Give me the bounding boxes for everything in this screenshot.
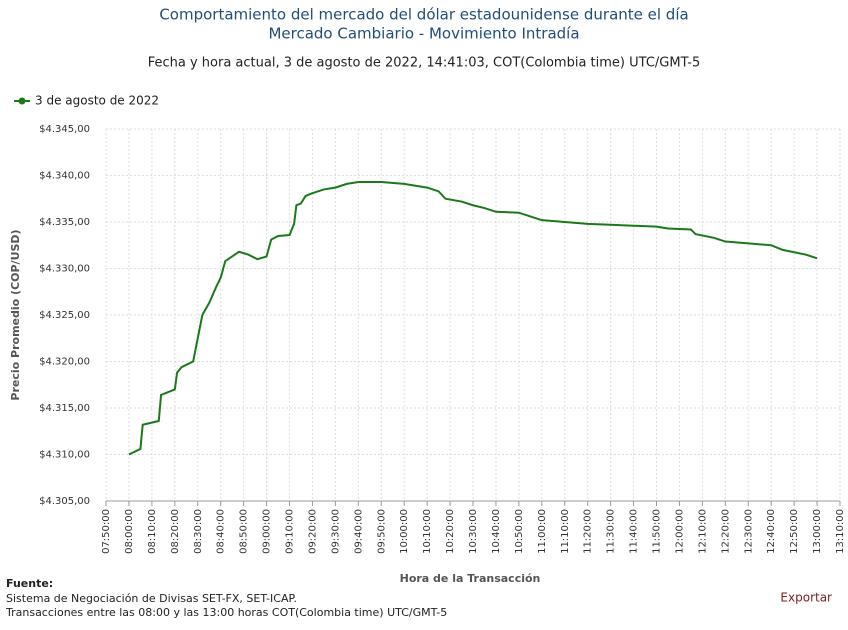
legend-marker [18, 97, 26, 105]
x-tick-label: 13:00:00 [812, 509, 823, 554]
x-tick-label: 09:20:00 [307, 509, 318, 554]
x-tick-label: 10:50:00 [514, 509, 525, 554]
x-tick-label: 11:50:00 [652, 509, 663, 554]
x-tick-label: 09:40:00 [353, 509, 364, 554]
x-tick-label: 08:10:00 [147, 509, 158, 554]
y-tick-label: $4.340,00 [39, 171, 90, 182]
x-tick-label: 11:00:00 [537, 509, 548, 554]
x-tick-label: 12:00:00 [674, 509, 685, 554]
y-axis-label: Precio Promedio (COP/USD) [9, 229, 22, 400]
y-tick-label: $4.305,00 [39, 496, 90, 507]
x-tick-label: 08:00:00 [124, 509, 135, 554]
footer-line: Transacciones entre las 08:00 y las 13:0… [5, 606, 447, 619]
footer-heading: Fuente: [6, 577, 53, 590]
x-tick-label: 11:10:00 [560, 509, 571, 554]
x-tick-label: 08:40:00 [216, 509, 227, 554]
x-tick-label: 10:30:00 [468, 509, 479, 554]
x-tick-label: 12:50:00 [789, 509, 800, 554]
y-tick-label: $4.320,00 [39, 357, 90, 368]
x-tick-label: 12:40:00 [766, 509, 777, 554]
x-tick-label: 08:50:00 [239, 509, 250, 554]
date-line: Fecha y hora actual, 3 de agosto de 2022… [148, 56, 701, 71]
y-tick-label: $4.330,00 [39, 264, 90, 275]
data-line [128, 181, 818, 456]
y-tick-label: $4.335,00 [39, 217, 90, 228]
x-tick-label: 09:30:00 [330, 509, 341, 554]
x-tick-label: 09:10:00 [285, 509, 296, 554]
x-tick-label: 11:40:00 [629, 509, 640, 554]
x-tick-label: 07:50:00 [101, 509, 112, 554]
x-tick-label: 08:30:00 [193, 509, 204, 554]
y-tick-label: $4.345,00 [39, 124, 90, 135]
x-tick-label: 09:50:00 [376, 509, 387, 554]
x-tick-label: 11:30:00 [606, 509, 617, 554]
x-tick-label: 10:20:00 [445, 509, 456, 554]
y-tick-label: $4.310,00 [39, 450, 90, 461]
footer-line: Sistema de Negociación de Divisas SET-FX… [6, 592, 297, 605]
x-tick-label: 12:30:00 [743, 509, 754, 554]
y-tick-label: $4.315,00 [39, 403, 90, 414]
chart-title: Comportamiento del mercado del dólar est… [159, 6, 688, 24]
x-tick-label: 12:10:00 [697, 509, 708, 554]
x-tick-label: 10:00:00 [399, 509, 410, 554]
x-tick-label: 08:20:00 [170, 509, 181, 554]
x-tick-label: 12:20:00 [720, 509, 731, 554]
x-tick-label: 13:10:00 [835, 509, 846, 554]
x-tick-label: 11:20:00 [583, 509, 594, 554]
chart-subtitle: Mercado Cambiario - Movimiento Intradía [268, 25, 579, 43]
legend-label: 3 de agosto de 2022 [35, 94, 159, 108]
export-button[interactable]: Exportar [780, 591, 832, 605]
x-tick-label: 10:40:00 [491, 509, 502, 554]
x-axis-label: Hora de la Transacción [400, 572, 541, 585]
x-tick-label: 09:00:00 [262, 509, 273, 554]
y-tick-label: $4.325,00 [39, 310, 90, 321]
x-tick-label: 10:10:00 [422, 509, 433, 554]
